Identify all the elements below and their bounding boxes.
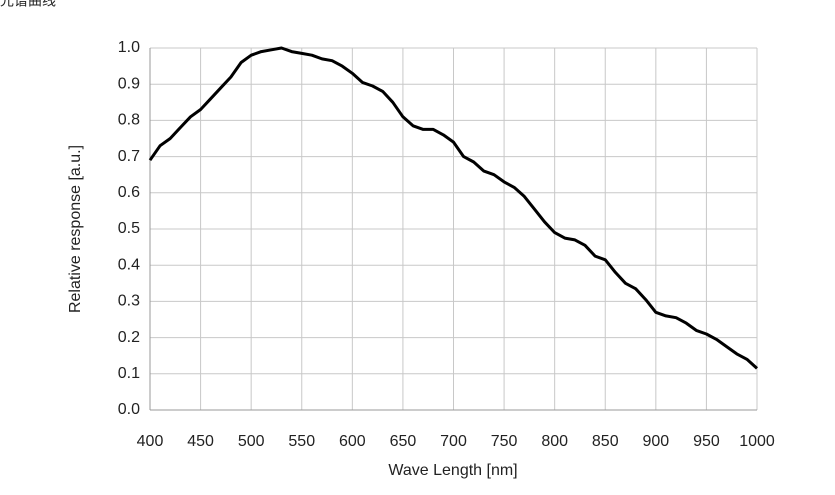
x-tick-label: 400 bbox=[137, 433, 164, 450]
y-tick-label: 0.2 bbox=[118, 329, 140, 346]
y-tick-label: 1.0 bbox=[118, 39, 140, 56]
y-tick-label: 0.9 bbox=[118, 75, 140, 92]
y-tick-label: 0.4 bbox=[118, 256, 140, 273]
y-axis-label: Relative response [a.u.] bbox=[67, 145, 84, 313]
x-axis-label: Wave Length [nm] bbox=[388, 462, 517, 479]
x-tick-label: 650 bbox=[390, 433, 417, 450]
x-tick-label: 850 bbox=[592, 433, 619, 450]
x-tick-label: 800 bbox=[541, 433, 568, 450]
y-tick-label: 0.3 bbox=[118, 293, 140, 310]
y-tick-label: 0.7 bbox=[118, 148, 140, 165]
page-title: 光谱曲线 bbox=[0, 0, 56, 9]
x-tick-label: 1000 bbox=[739, 433, 775, 450]
x-tick-label: 600 bbox=[339, 433, 366, 450]
x-tick-label: 900 bbox=[642, 433, 669, 450]
y-tick-label: 0.1 bbox=[118, 365, 140, 382]
y-tick-label: 0.8 bbox=[118, 112, 140, 129]
y-tick-label: 0.5 bbox=[118, 220, 140, 237]
x-tick-label: 950 bbox=[693, 433, 720, 450]
x-tick-label: 500 bbox=[238, 433, 265, 450]
y-tick-label: 0.6 bbox=[118, 184, 140, 201]
x-tick-label: 550 bbox=[288, 433, 315, 450]
y-tick-label: 0.0 bbox=[118, 401, 140, 418]
x-tick-label: 450 bbox=[187, 433, 214, 450]
x-tick-label: 700 bbox=[440, 433, 467, 450]
response-curve bbox=[148, 46, 759, 370]
x-tick-label: 750 bbox=[491, 433, 518, 450]
